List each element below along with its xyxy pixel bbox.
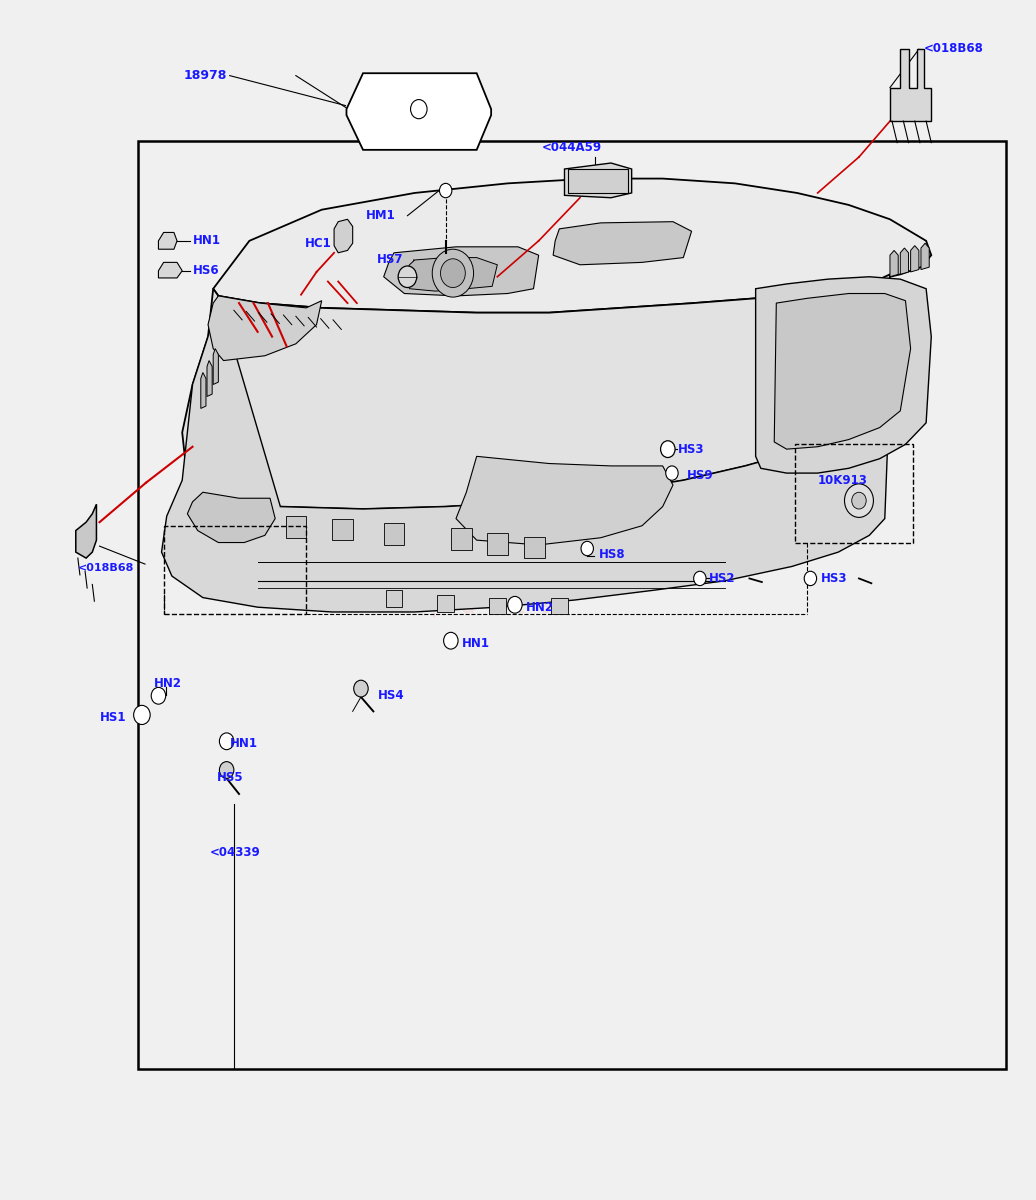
- Text: 18978: 18978: [183, 70, 227, 82]
- Text: HN2: HN2: [526, 601, 554, 613]
- Text: HS9: HS9: [687, 469, 713, 482]
- Text: HS3: HS3: [679, 443, 704, 456]
- Text: HS6: HS6: [193, 264, 220, 277]
- Bar: [524, 536, 545, 558]
- Text: HM1: HM1: [366, 209, 396, 222]
- Text: souderia: souderia: [246, 500, 709, 592]
- Text: c  a  r      p  a  r  t  s: c a r p a r t s: [319, 594, 552, 618]
- Polygon shape: [182, 275, 890, 509]
- Circle shape: [581, 541, 594, 556]
- Circle shape: [410, 100, 427, 119]
- Polygon shape: [890, 251, 898, 277]
- Circle shape: [804, 571, 816, 586]
- Polygon shape: [911, 246, 919, 272]
- Text: HN1: HN1: [230, 737, 258, 750]
- Polygon shape: [921, 244, 929, 270]
- Polygon shape: [890, 49, 931, 121]
- Polygon shape: [774, 294, 911, 449]
- Circle shape: [844, 484, 873, 517]
- Bar: [551, 598, 568, 614]
- Polygon shape: [456, 456, 673, 545]
- Bar: [568, 169, 628, 193]
- Polygon shape: [900, 248, 909, 275]
- Circle shape: [666, 466, 679, 480]
- Text: HS3: HS3: [821, 572, 847, 584]
- Circle shape: [220, 762, 234, 779]
- Text: <018B68: <018B68: [924, 42, 984, 54]
- Circle shape: [439, 184, 452, 198]
- Polygon shape: [159, 263, 182, 278]
- Text: <044A59: <044A59: [542, 140, 602, 154]
- Bar: [383, 523, 404, 545]
- Bar: [487, 533, 508, 554]
- Polygon shape: [334, 220, 352, 253]
- Polygon shape: [404, 258, 497, 292]
- Bar: [138, 142, 1006, 1069]
- Text: <018B68: <018B68: [78, 563, 135, 572]
- Text: HS4: HS4: [377, 689, 404, 702]
- Text: <04339: <04339: [210, 846, 261, 859]
- Circle shape: [694, 571, 707, 586]
- Polygon shape: [553, 222, 692, 265]
- Text: HN1: HN1: [193, 234, 221, 247]
- Text: HS8: HS8: [599, 548, 625, 562]
- Circle shape: [432, 250, 473, 298]
- Circle shape: [440, 259, 465, 288]
- Text: HN2: HN2: [154, 677, 182, 690]
- Text: 10K913: 10K913: [817, 474, 867, 487]
- Bar: [451, 528, 471, 550]
- Polygon shape: [188, 492, 276, 542]
- Circle shape: [508, 596, 522, 613]
- Circle shape: [353, 680, 368, 697]
- Polygon shape: [201, 372, 206, 408]
- Text: HS1: HS1: [99, 710, 126, 724]
- Text: HS2: HS2: [710, 572, 736, 584]
- Bar: [385, 590, 402, 607]
- Bar: [286, 516, 307, 538]
- Polygon shape: [76, 504, 96, 558]
- Circle shape: [661, 440, 675, 457]
- Polygon shape: [213, 348, 219, 384]
- Polygon shape: [208, 296, 322, 360]
- Circle shape: [220, 733, 234, 750]
- Polygon shape: [755, 277, 931, 473]
- Polygon shape: [565, 163, 632, 198]
- Polygon shape: [162, 296, 890, 612]
- Text: HS5: HS5: [218, 770, 243, 784]
- Polygon shape: [346, 73, 491, 150]
- Circle shape: [398, 266, 416, 288]
- Polygon shape: [383, 247, 539, 296]
- Bar: [164, 526, 307, 614]
- Bar: [437, 595, 454, 612]
- Bar: [795, 444, 913, 542]
- Circle shape: [852, 492, 866, 509]
- Polygon shape: [207, 360, 212, 396]
- Text: HC1: HC1: [306, 236, 332, 250]
- Polygon shape: [159, 233, 177, 250]
- Circle shape: [443, 632, 458, 649]
- Bar: [489, 598, 506, 614]
- Circle shape: [151, 688, 166, 704]
- Circle shape: [134, 706, 150, 725]
- Text: HN1: HN1: [462, 636, 490, 649]
- Polygon shape: [213, 179, 931, 313]
- Bar: [332, 518, 352, 540]
- Text: HS7: HS7: [376, 253, 403, 266]
